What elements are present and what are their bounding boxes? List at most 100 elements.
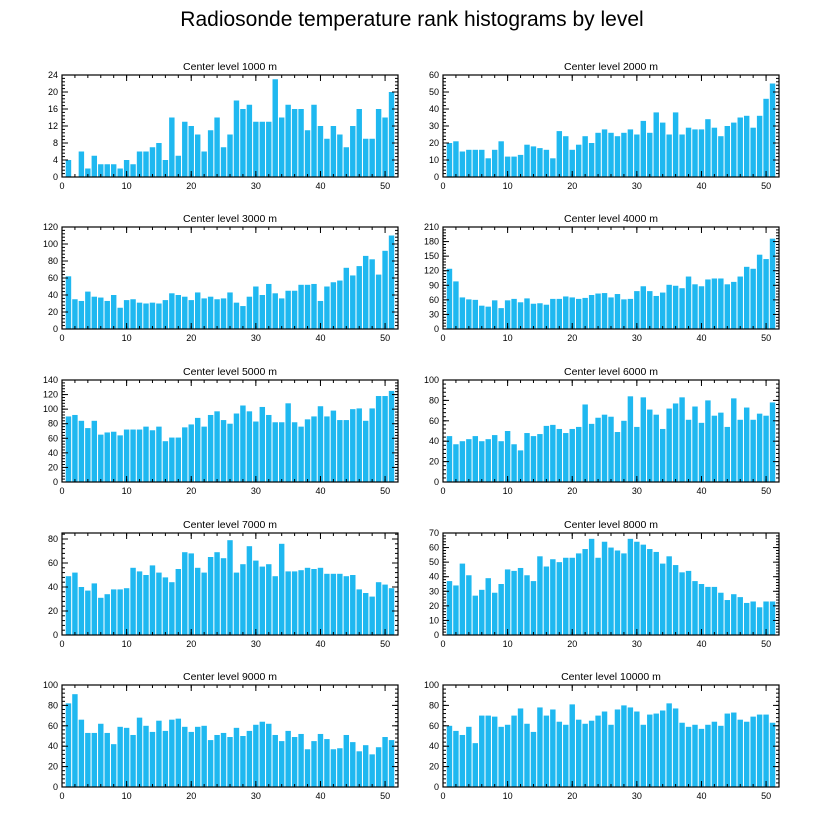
y-tick-label: 10	[429, 155, 439, 165]
y-tick-label: 0	[434, 782, 439, 792]
histogram-bar	[750, 716, 756, 787]
histogram-bar	[556, 721, 563, 787]
histogram-bar	[259, 121, 266, 177]
histogram-bar	[246, 104, 253, 177]
histogram-bar	[705, 400, 711, 482]
histogram-bar	[692, 581, 698, 635]
histogram-bar	[711, 721, 718, 787]
histogram-bar	[175, 718, 182, 787]
x-tick-label: 0	[59, 791, 64, 801]
histogram-bar	[78, 151, 85, 177]
histogram-bar	[78, 719, 85, 787]
histogram-bar	[298, 284, 304, 329]
histogram-bar	[356, 408, 362, 482]
histogram-bar	[634, 541, 640, 635]
histogram-bar	[182, 121, 188, 177]
histogram-bar	[324, 573, 330, 635]
x-tick-label: 10	[503, 486, 513, 496]
histogram-bar	[640, 286, 647, 329]
histogram-bar	[750, 419, 756, 482]
histogram-bar	[330, 749, 337, 787]
histogram-bar	[72, 414, 78, 482]
histogram-bar	[491, 149, 498, 177]
panel-title: Center level 3000 m	[183, 213, 277, 225]
histogram-bar	[659, 710, 666, 787]
histogram-bar	[240, 736, 246, 787]
histogram-bar	[98, 164, 104, 177]
histogram-bar	[104, 300, 110, 329]
histogram-bar	[537, 148, 543, 177]
histogram-bar	[692, 129, 698, 177]
histogram-bar	[278, 422, 285, 482]
y-tick-label: 50	[429, 557, 439, 567]
histogram-bar	[459, 734, 466, 787]
x-tick-label: 40	[315, 181, 325, 191]
histogram-bar	[85, 732, 91, 787]
histogram-bar	[130, 299, 136, 329]
histogram-bar	[330, 282, 337, 329]
histogram-bar	[98, 723, 104, 787]
histogram-bar	[453, 141, 459, 177]
histogram-bar	[156, 303, 162, 329]
histogram-bar	[588, 538, 595, 635]
y-tick-label: 100	[424, 375, 439, 385]
histogram-bar	[104, 432, 110, 482]
histogram-bar	[188, 731, 194, 787]
histogram-bar	[175, 295, 182, 329]
histogram-bar	[466, 299, 472, 329]
histogram-bar	[214, 552, 220, 635]
y-tick-label: 150	[424, 251, 439, 261]
histogram-bar	[679, 572, 685, 635]
histogram-bar	[705, 279, 711, 329]
histogram-bar	[634, 291, 640, 329]
histogram-bar	[324, 416, 330, 482]
histogram-bar	[382, 117, 388, 177]
histogram-bar	[614, 709, 621, 787]
y-tick-label: 8	[53, 138, 58, 148]
histogram-bar	[330, 573, 337, 635]
histogram-bar	[634, 426, 640, 482]
y-tick-label: 0	[53, 477, 58, 487]
histogram-bar	[550, 424, 556, 482]
histogram-bar	[737, 419, 743, 482]
y-tick-label: 100	[424, 680, 439, 690]
histogram-bar	[220, 420, 227, 482]
histogram-bar	[601, 414, 608, 482]
histogram-bar	[472, 743, 479, 787]
histogram-bar	[311, 104, 317, 177]
panel-title: Center level 5000 m	[183, 366, 277, 378]
x-tick-label: 50	[380, 791, 390, 801]
histogram-bar	[272, 576, 278, 635]
histogram-bar	[350, 575, 356, 635]
histogram-bar	[259, 566, 266, 635]
histogram-bar	[608, 132, 614, 177]
histogram-bar	[104, 594, 110, 635]
histogram-bar	[601, 293, 608, 329]
histogram-bar	[311, 741, 317, 787]
y-tick-label: 30	[429, 309, 439, 319]
histogram-bar	[666, 408, 672, 482]
histogram-bar	[136, 717, 143, 787]
y-tick-label: 20	[48, 307, 58, 317]
histogram-bar	[711, 278, 718, 329]
histogram-bar	[162, 577, 169, 635]
histogram-bar	[718, 592, 724, 635]
histogram-bar	[188, 553, 194, 635]
x-tick-label: 50	[380, 486, 390, 496]
histogram-bar	[285, 730, 291, 787]
histogram-bar	[608, 297, 614, 329]
x-tick-label: 20	[567, 486, 577, 496]
histogram-bar	[530, 731, 537, 787]
histogram-bar	[627, 298, 634, 329]
histogram-bar	[479, 305, 485, 329]
histogram-bar	[718, 725, 724, 787]
histogram-bar	[369, 596, 375, 635]
histogram-bar	[659, 292, 666, 329]
histogram-bar	[382, 737, 388, 787]
x-tick-label: 30	[251, 181, 261, 191]
x-tick-label: 30	[251, 791, 261, 801]
histogram-bar	[679, 288, 685, 329]
histogram-bar	[750, 127, 756, 177]
histogram-bar	[227, 737, 233, 787]
histogram-bar	[769, 402, 776, 482]
